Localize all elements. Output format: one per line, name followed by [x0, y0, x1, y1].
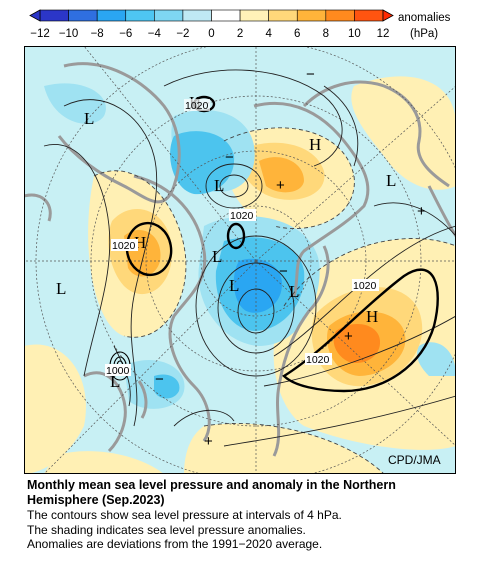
colorbar-tick-label: 0 — [208, 28, 214, 40]
colorbar-right-arrow — [382, 9, 394, 22]
caption-baseline-note: Anomalies are deviations from the 1991−2… — [27, 537, 323, 551]
colorbar-swatch — [211, 9, 241, 22]
colorbar-swatch — [125, 9, 155, 22]
colorbar-tick-label: 12 — [377, 28, 390, 40]
isobar-1000-label: 1000 — [106, 365, 130, 377]
colorbar-swatch — [96, 9, 127, 22]
low-label: L — [212, 247, 222, 266]
low-label: L — [386, 171, 396, 190]
colorbar-swatch — [68, 9, 98, 22]
colorbar-tick-label: −10 — [59, 28, 79, 40]
sea-level-pressure-map: H H H H L L L L L L L L + + + + − − − − … — [24, 46, 456, 474]
colorbar-tick-label: 4 — [265, 28, 272, 40]
map-frame — [24, 46, 456, 474]
colorbar-swatch — [154, 9, 184, 22]
colorbar-swatches — [39, 9, 384, 22]
caption-shading-note: The shading indicates sea level pressure… — [27, 522, 306, 537]
map-credit: CPD/JMA — [388, 453, 441, 467]
caption-title-line-1: Monthly mean sea level pressure and anom… — [27, 478, 396, 492]
colorbar-swatch — [325, 9, 355, 22]
isobar-1020-label: 1020 — [306, 354, 330, 366]
anomaly-sign-labels: + + + + − − − − — [155, 66, 426, 450]
high-label: H — [366, 307, 378, 326]
colorbar-tick-label: −4 — [148, 28, 162, 40]
isobar-1020-label: 1020 — [185, 100, 209, 112]
graticule-lines — [25, 47, 455, 473]
high-label: H — [309, 135, 321, 154]
colorbar-swatch — [39, 9, 69, 22]
low-label: L — [56, 279, 66, 298]
figure-caption-notes: The contours show sea level pressure at … — [27, 508, 467, 552]
plus-sign: + — [344, 328, 353, 345]
colorbar-swatch — [239, 9, 269, 22]
colorbar-tick-label: 8 — [323, 28, 329, 40]
minus-sign: − — [225, 149, 234, 166]
colorbar-tick-label: −8 — [91, 28, 104, 40]
anomaly-dashed-contours — [93, 127, 455, 473]
low-label: L — [214, 176, 224, 195]
low-label: L — [110, 372, 120, 391]
colorbar-swatch — [182, 9, 212, 22]
colorbar-tick-label: −6 — [119, 28, 132, 40]
isobar-1020-label: 1020 — [353, 280, 377, 292]
caption-title-line-2: Hemisphere (Sep.2023) — [27, 493, 165, 507]
colorbar-tick-label: −12 — [30, 28, 50, 40]
positive-anomaly-shading — [25, 76, 455, 473]
low-label: L — [229, 276, 239, 295]
colorbar-tick-labels: −12 −10 −8 −6 −4 −2 0 2 4 6 8 10 12 — [30, 28, 389, 40]
plus-sign: + — [204, 433, 213, 450]
colorbar-tick-label: 10 — [348, 28, 361, 40]
colorbar-swatch — [296, 9, 327, 22]
colorbar-tick-label: 2 — [237, 28, 243, 40]
colorbar-left-arrow — [29, 9, 41, 22]
anomaly-colorbar: −12 −10 −8 −6 −4 −2 0 2 4 6 8 10 12 anomalies (hPa) — [29, 9, 451, 40]
colorbar-unit-label: anomalies — [398, 12, 451, 24]
plus-sign: + — [276, 177, 285, 194]
colorbar-tick-label: 6 — [294, 28, 300, 40]
colorbar-tick-label: −2 — [176, 28, 189, 40]
minus-sign: − — [306, 66, 315, 83]
isobar-1020-label: 1020 — [230, 210, 254, 222]
low-label: L — [84, 109, 94, 128]
colorbar-swatch — [268, 9, 298, 22]
caption-contour-note: The contours show sea level pressure at … — [27, 508, 342, 522]
minus-sign: − — [279, 263, 288, 280]
isobar-1020-label: 1020 — [112, 240, 136, 252]
isobar-value-labels: 1020 1020 1020 1020 1020 1000 — [105, 99, 379, 377]
colorbar-swatch — [354, 9, 384, 22]
colorbar-unit-hpa: (hPa) — [410, 28, 438, 40]
low-label: L — [289, 282, 299, 301]
minus-sign: − — [155, 371, 164, 388]
figure-caption-title: Monthly mean sea level pressure and anom… — [27, 478, 467, 508]
plus-sign: + — [417, 203, 426, 220]
